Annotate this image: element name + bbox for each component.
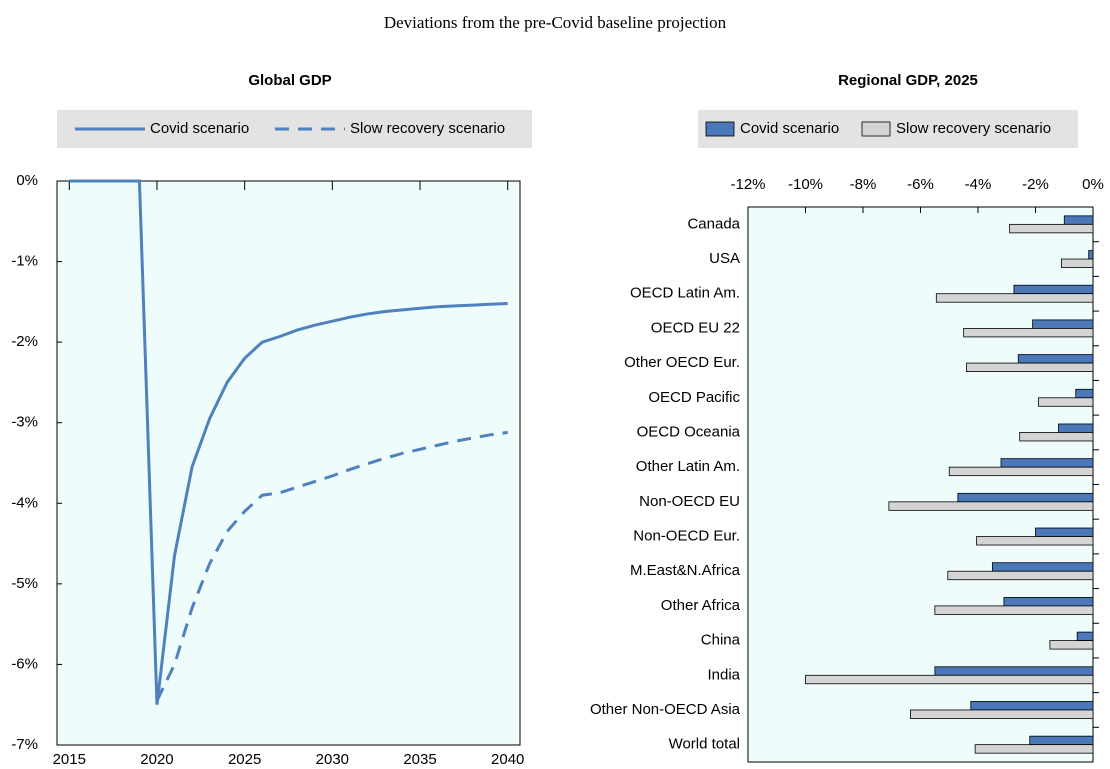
x-tick-label: 2030 [316,751,349,768]
line-series [155,430,508,702]
bar [888,501,1094,511]
y-tick-label: -1% [11,253,38,270]
legend-swatch [705,121,735,137]
legend-label: Covid scenario [740,120,839,137]
bar [934,666,1094,676]
legend-label: Covid scenario [150,120,249,137]
bar [1013,284,1094,295]
y-tick-label: OECD Oceania [637,423,741,440]
legend-swatch [861,121,891,137]
bar [1003,597,1094,607]
bar [963,328,1094,338]
y-tick-label: -4% [11,494,38,511]
bar [1049,640,1094,650]
bar [935,293,1094,303]
x-tick-label: -8% [850,176,877,193]
y-tick-label: -5% [11,575,38,592]
y-tick-label: -6% [11,655,38,672]
x-tick-label: 2020 [140,751,173,768]
x-tick-label: -6% [907,176,934,193]
bar [1019,432,1094,442]
y-tick-label: Non-OECD Eur. [633,528,740,545]
line-series [69,179,508,705]
y-tick-label: -3% [11,414,38,431]
y-tick-label: OECD EU 22 [651,319,740,336]
y-tick-label: Non-OECD EU [639,493,740,510]
x-tick-label: 2025 [228,751,261,768]
bar [805,674,1094,685]
y-tick-label: India [707,666,740,683]
bar [1076,631,1094,641]
bar [1075,388,1094,399]
bar [966,362,1094,372]
bar [1017,354,1094,364]
y-tick-label: Other Non-OECD Asia [590,701,741,718]
y-tick-label: World total [669,736,740,753]
bar [957,492,1094,503]
bar [974,744,1094,754]
bar [1035,527,1094,537]
x-tick-label: -10% [788,176,823,193]
bar [1009,223,1094,234]
y-tick-label: -2% [11,333,38,350]
y-tick-label: Other Africa [661,597,741,614]
bar [1058,423,1094,433]
y-tick-label: OECD Latin Am. [630,285,740,302]
legend-label: Slow recovery scenario [350,120,505,137]
bar [948,466,1094,477]
y-tick-label: OECD Pacific [648,389,740,406]
y-tick-label: USA [709,250,740,267]
bar [1037,397,1094,407]
y-tick-label: 0% [16,172,38,189]
x-tick-label: -12% [730,176,765,193]
x-tick-label: 2035 [403,751,436,768]
bar [910,709,1094,719]
legend-label: Slow recovery scenario [896,120,1051,137]
chart-title: Regional GDP, 2025 [838,72,978,89]
bar [991,562,1094,572]
x-tick-label: -4% [965,176,992,193]
bar [1029,735,1094,746]
bar [1063,215,1094,225]
plot-area [56,180,521,746]
y-tick-label: Other Latin Am. [636,458,740,475]
bar [934,605,1094,615]
bar [1060,258,1094,268]
bar [947,570,1094,581]
y-tick-label: -7% [11,736,38,753]
x-tick-label: 2040 [491,751,524,768]
bar [1000,458,1094,468]
figure-title: Deviations from the pre-Covid baseline p… [384,13,727,32]
bar [970,701,1094,711]
x-tick-label: 0% [1082,176,1104,193]
bar [1088,250,1094,260]
y-tick-label: China [701,632,741,649]
chart-title: Global GDP [248,72,331,89]
y-tick-label: Canada [687,215,740,232]
bar [1032,319,1094,329]
y-tick-label: Other OECD Eur. [624,354,740,371]
y-tick-label: M.East&N.Africa [630,562,741,579]
x-tick-label: -2% [1022,176,1049,193]
bar [976,536,1094,546]
x-tick-label: 2015 [53,751,86,768]
